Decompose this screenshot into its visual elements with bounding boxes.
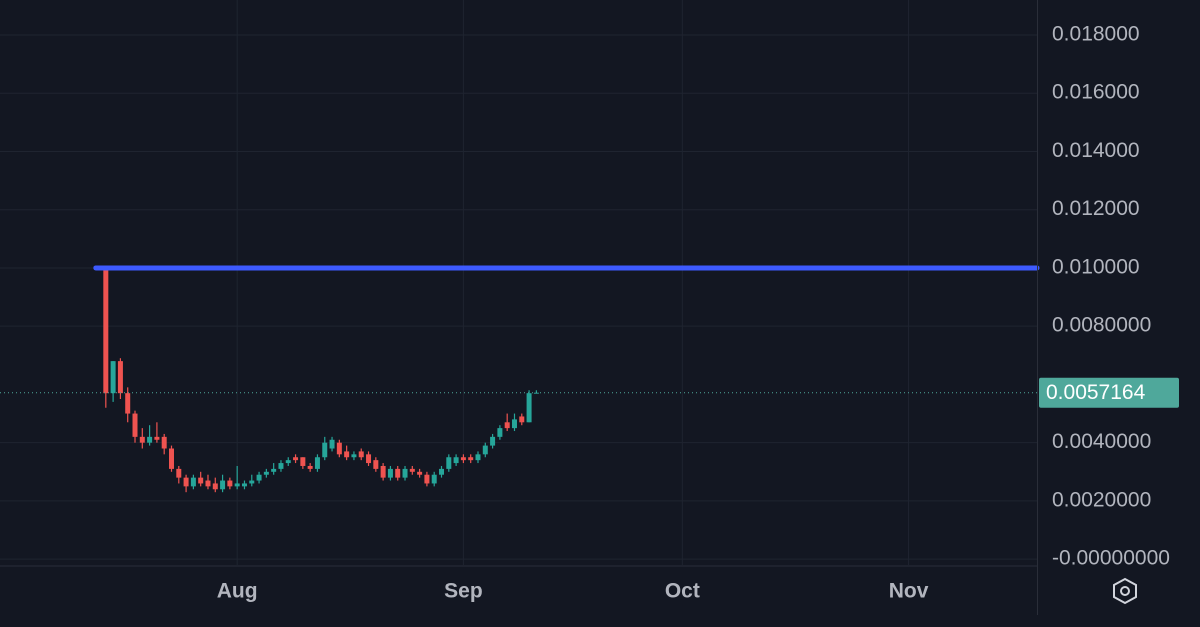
candle-body xyxy=(256,474,262,481)
y-tick-label: 0.016000 xyxy=(1052,81,1140,104)
x-axis: Aug Sep Oct Nov xyxy=(217,580,929,603)
x-tick-label: Oct xyxy=(665,580,700,603)
y-tick-label: 0.0080000 xyxy=(1052,314,1151,337)
candle-body xyxy=(475,454,481,461)
candle-body xyxy=(402,468,408,478)
y-axis: -0.00000000 0.0020000 0.0040000 0.0080000 0.… xyxy=(1052,22,1170,569)
candle-body xyxy=(139,436,145,443)
y-tick-label: 0.018000 xyxy=(1052,22,1140,45)
candle-body xyxy=(271,468,277,472)
candle-body xyxy=(511,419,517,429)
candle-body xyxy=(241,483,247,487)
candle-body xyxy=(380,465,386,478)
candle-body xyxy=(453,457,459,464)
candle-body xyxy=(249,480,255,484)
candle-body xyxy=(329,439,335,449)
candle-body xyxy=(351,454,357,458)
plot xyxy=(0,265,1040,493)
candle-body xyxy=(183,477,189,487)
x-axis-band xyxy=(0,566,1200,627)
candle-body xyxy=(278,463,284,469)
last-price-badge xyxy=(1039,377,1179,408)
y-tick-label: 0.012000 xyxy=(1052,197,1140,220)
y-tick-label: 0.010000 xyxy=(1052,255,1140,278)
candle-body xyxy=(117,361,123,394)
candle-body xyxy=(526,393,532,423)
candle-body xyxy=(125,393,131,414)
candle-body xyxy=(387,468,393,478)
candle-body xyxy=(176,468,182,478)
y-tick-label: -0.00000000 xyxy=(1052,547,1170,570)
candle-body xyxy=(460,457,466,461)
candle-body xyxy=(293,457,299,461)
candle-body xyxy=(110,361,116,394)
settings-icon-center[interactable] xyxy=(1120,586,1130,596)
candle-body xyxy=(519,416,525,423)
candle-body xyxy=(205,480,211,487)
candle-body xyxy=(314,457,320,469)
settings-button[interactable] xyxy=(1113,577,1137,605)
candle-body xyxy=(482,445,488,455)
candle-body xyxy=(446,457,452,469)
candle-body xyxy=(504,422,510,429)
x-tick-label: Nov xyxy=(889,580,929,603)
candle-body xyxy=(497,428,503,437)
candle-body xyxy=(344,451,350,458)
x-tick-label: Aug xyxy=(217,580,258,603)
candle-body xyxy=(161,436,167,449)
y-tick-label: 0.014000 xyxy=(1052,139,1140,162)
candle-body xyxy=(358,451,364,458)
candle-body xyxy=(190,477,196,487)
candle-body xyxy=(439,468,445,475)
candle-body xyxy=(424,474,430,484)
candle-body xyxy=(132,413,138,437)
candle-body xyxy=(307,465,313,469)
candle-body xyxy=(431,474,437,484)
candle-body xyxy=(336,442,342,455)
candle-body xyxy=(366,454,372,464)
candle-body xyxy=(285,460,291,464)
candle-body xyxy=(409,468,415,472)
candle-body xyxy=(154,436,160,440)
candle-body xyxy=(227,480,233,487)
candle-body xyxy=(322,442,328,458)
candle-body xyxy=(168,448,174,469)
candle-body xyxy=(103,267,109,394)
y-tick-label: 0.0020000 xyxy=(1052,488,1151,511)
candle-body xyxy=(490,436,496,446)
candle-body xyxy=(220,480,226,490)
y-tick-label: 0.0040000 xyxy=(1052,430,1151,453)
candle-body xyxy=(234,483,240,487)
candle-body xyxy=(147,436,153,443)
candle-body xyxy=(263,471,269,475)
candle-body xyxy=(373,460,379,469)
candle-body xyxy=(198,477,204,484)
candle-body xyxy=(395,468,401,478)
candle-body xyxy=(212,483,218,490)
candle-body xyxy=(300,457,306,466)
last-price-text: 0.0057164 xyxy=(1046,381,1146,404)
candle-body xyxy=(417,471,423,475)
settings-icon[interactable] xyxy=(1113,577,1137,605)
candle-body xyxy=(468,457,474,461)
x-tick-label: Sep xyxy=(444,580,483,603)
price-label: 0.0057164 xyxy=(1039,377,1179,408)
